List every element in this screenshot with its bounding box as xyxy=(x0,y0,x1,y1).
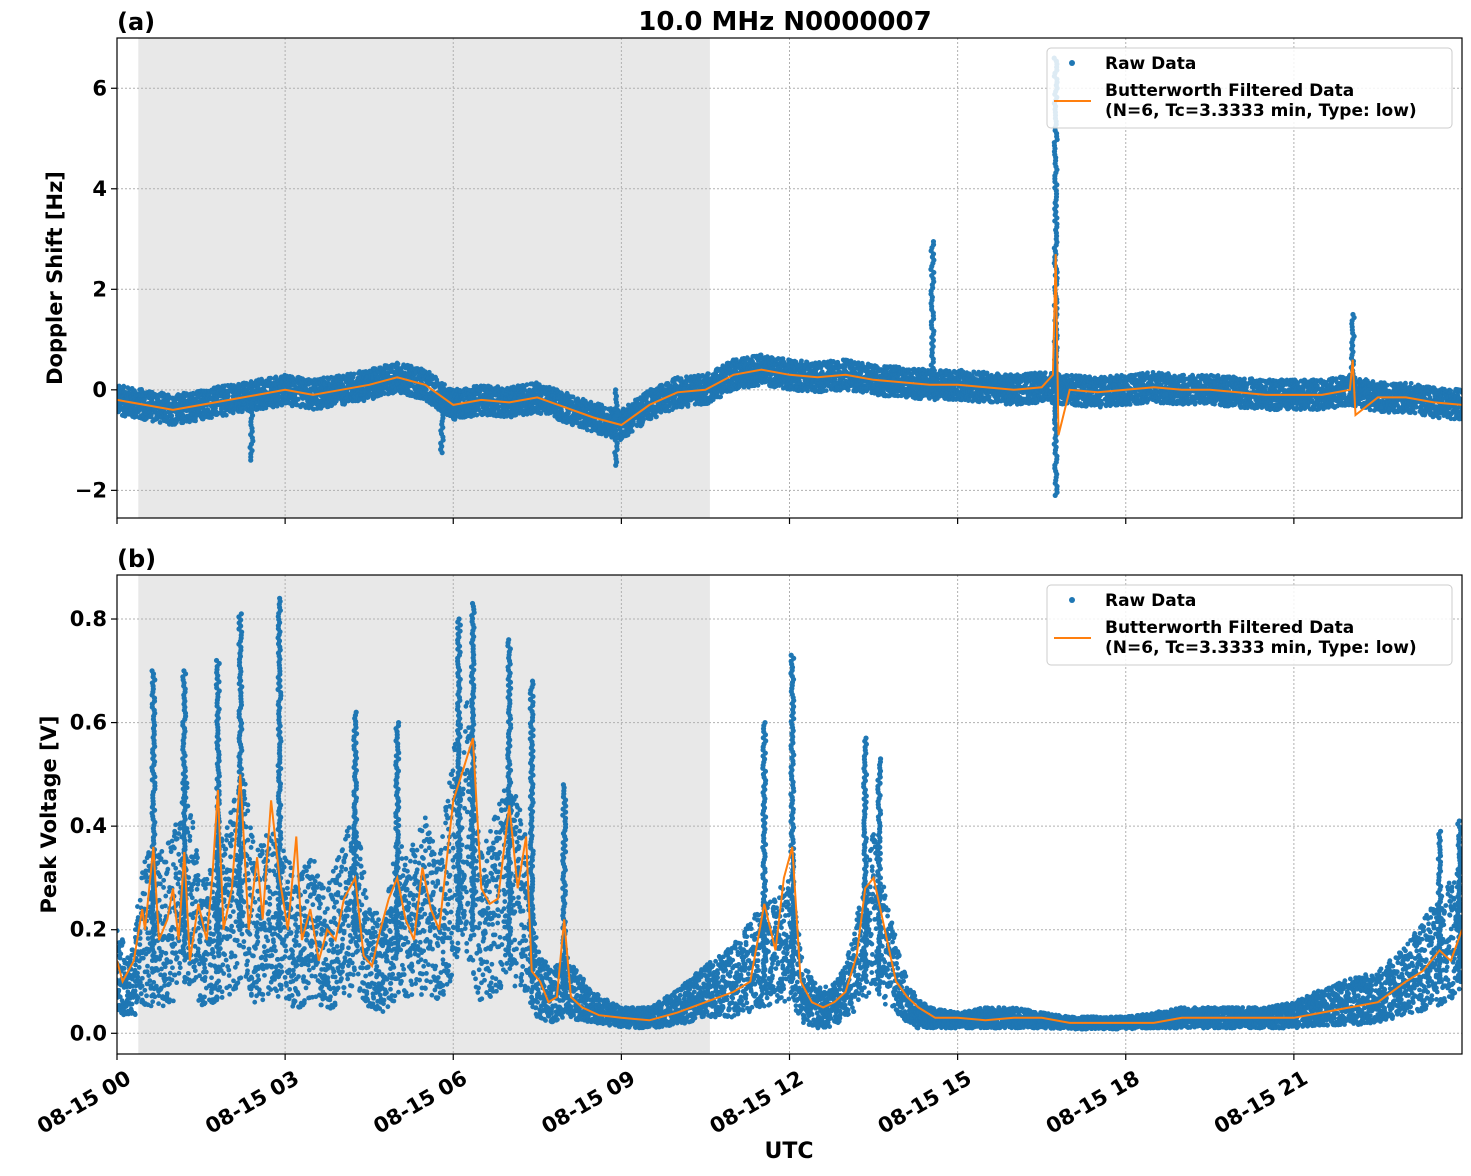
raw-data-point xyxy=(824,388,829,393)
raw-data-point xyxy=(585,428,590,433)
raw-data-point xyxy=(352,372,357,377)
raw-data-point xyxy=(641,417,646,422)
raw-data-point xyxy=(149,413,154,418)
figure-title: 10.0 MHz N0000007 xyxy=(638,7,931,37)
raw-data-point xyxy=(718,394,723,399)
raw-data-point xyxy=(756,383,761,388)
raw-data-point xyxy=(226,394,231,399)
raw-data-point xyxy=(686,402,691,407)
raw-data-point xyxy=(706,371,711,376)
raw-data-point xyxy=(224,413,229,418)
raw-data-point xyxy=(396,362,401,367)
raw-data-point xyxy=(424,387,429,392)
raw-data-point xyxy=(630,429,635,434)
raw-data-point xyxy=(442,382,447,387)
raw-data-point xyxy=(654,414,659,419)
raw-data-point xyxy=(559,407,564,412)
shaded-region xyxy=(138,38,710,518)
